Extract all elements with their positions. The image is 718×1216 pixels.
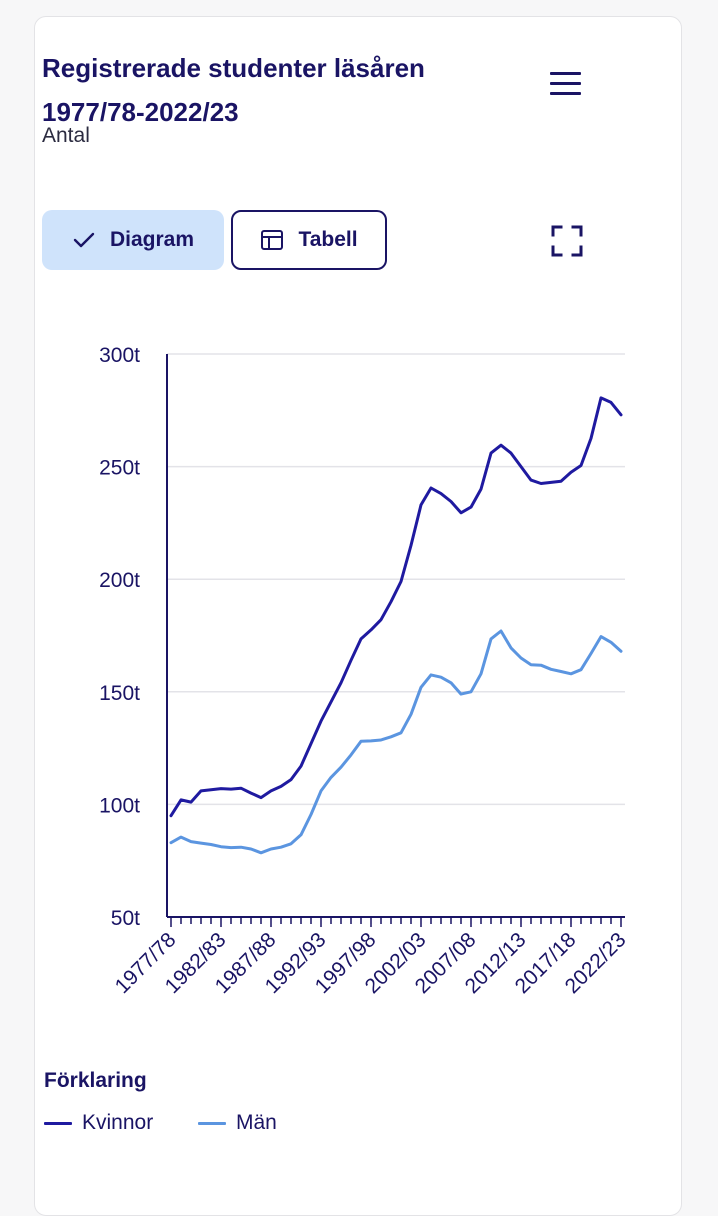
fullscreen-icon[interactable]: [550, 224, 584, 258]
chart-title: Registrerade studenter läsåren 1977/78-2…: [42, 53, 425, 127]
legend-swatch-kvinnor: [44, 1121, 72, 1125]
y-tick-label: 250t: [99, 457, 140, 480]
y-tick-label: 100t: [99, 794, 140, 817]
legend-title: Förklaring: [44, 1069, 147, 1092]
y-tick-label: 200t: [99, 569, 140, 592]
y-tick-label: 150t: [99, 682, 140, 705]
table-icon: [260, 228, 284, 252]
series-line-man: [169, 629, 623, 855]
menu-icon[interactable]: [546, 66, 586, 100]
legend-item-kvinnor[interactable]: Kvinnor: [44, 1111, 153, 1135]
diagram-button[interactable]: Diagram: [42, 210, 224, 270]
tabell-button[interactable]: Tabell: [231, 210, 387, 270]
legend-item-man[interactable]: Män: [198, 1111, 277, 1135]
line-chart: 50t100t150t200t250t300t1977/781982/83198…: [99, 344, 630, 998]
chart-subtitle: Antal: [42, 124, 90, 147]
y-tick-label: 300t: [99, 344, 140, 367]
diagram-label: Diagram: [109, 228, 195, 251]
legend-label-kvinnor: Kvinnor: [82, 1111, 154, 1134]
legend-swatch-man: [198, 1121, 226, 1125]
tabell-label: Tabell: [298, 228, 358, 251]
legend-label-man: Män: [236, 1111, 277, 1134]
series-line-kvinnor: [169, 396, 623, 818]
y-tick-label: 50t: [111, 907, 140, 930]
check-icon: [72, 230, 96, 250]
